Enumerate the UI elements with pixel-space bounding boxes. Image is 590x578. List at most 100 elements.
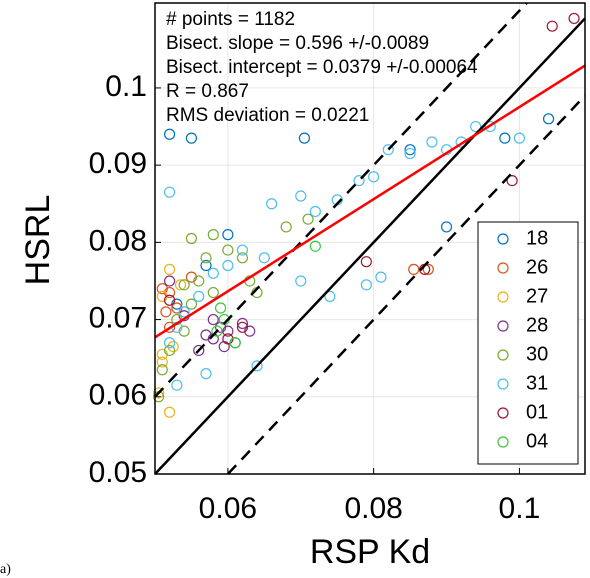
point [422, 263, 434, 275]
point [153, 387, 165, 399]
reference-line [226, 94, 586, 475]
point [156, 356, 168, 368]
point [404, 144, 416, 156]
point [163, 263, 176, 275]
legend-marker [497, 320, 509, 332]
point [546, 20, 558, 32]
x-axis-label: RSP Kd [310, 533, 430, 571]
point [207, 286, 219, 299]
legend-marker [497, 291, 509, 303]
point [302, 213, 314, 225]
point [200, 368, 212, 380]
point [506, 174, 518, 187]
y-tick-label: 0.07 [89, 301, 147, 334]
legend-label: 18 [526, 227, 548, 249]
point [163, 294, 176, 306]
x-tick-label: 0.1 [499, 492, 541, 525]
legend-marker [497, 262, 509, 274]
annotation: RMS deviation = 0.0221 [166, 105, 369, 126]
annotation: Bisect. slope = 0.596 +/-0.0089 [166, 33, 429, 54]
point [222, 244, 234, 256]
point [353, 174, 365, 187]
point [163, 337, 176, 349]
point [236, 244, 249, 256]
point [375, 271, 387, 283]
y-tick-label: 0.05 [89, 456, 147, 489]
point [542, 113, 555, 125]
annotation: R = 0.867 [166, 81, 249, 102]
point [295, 275, 307, 287]
point [404, 147, 416, 160]
point [251, 360, 263, 372]
point [200, 252, 212, 264]
point [568, 12, 580, 25]
point [163, 406, 176, 418]
legend-box [477, 221, 579, 465]
point [360, 256, 372, 268]
x-tick-label: 0.06 [199, 492, 257, 525]
point [193, 275, 205, 287]
y-tick-label: 0.09 [89, 147, 147, 180]
point [163, 186, 176, 198]
x-tick-label: 0.08 [344, 492, 402, 525]
point [360, 279, 372, 291]
annotation: # points = 1182 [166, 9, 295, 30]
reference-line [154, 2, 528, 398]
point [214, 302, 227, 314]
point [470, 120, 482, 133]
point [426, 136, 438, 148]
legend-marker [497, 378, 509, 390]
point [207, 267, 219, 279]
legend-marker [497, 233, 509, 245]
point [309, 205, 321, 218]
legend-marker [497, 436, 509, 448]
legend-label: 27 [526, 285, 548, 307]
point [207, 229, 219, 241]
legend-label: 01 [526, 401, 548, 423]
point [408, 263, 420, 275]
y-tick-label: 0.1 [105, 70, 147, 103]
point [193, 290, 205, 303]
legend-label: 26 [526, 256, 548, 278]
point [222, 325, 234, 337]
legend-marker [497, 407, 509, 419]
point [484, 120, 496, 133]
point [163, 128, 176, 140]
point [298, 132, 311, 144]
point [163, 321, 176, 333]
point [171, 379, 183, 391]
point [440, 221, 453, 233]
legend-label: 28 [526, 314, 548, 336]
legend-label: 31 [526, 372, 548, 394]
point [295, 190, 307, 202]
point [163, 344, 176, 357]
point [229, 337, 241, 349]
legend-label: 30 [526, 343, 548, 365]
point [174, 279, 187, 291]
y-tick-label: 0.08 [89, 224, 147, 257]
point [185, 232, 198, 245]
point [156, 364, 168, 376]
point [499, 132, 511, 144]
reference-line [154, 64, 586, 339]
y-tick-label: 0.06 [89, 379, 147, 412]
point [324, 290, 336, 303]
point [211, 325, 223, 337]
legend-marker [497, 349, 509, 361]
point [236, 252, 249, 264]
axes-box [154, 2, 586, 475]
point [200, 259, 212, 272]
point [178, 279, 190, 291]
y-axis-label: HSRL [19, 195, 57, 286]
point [382, 144, 394, 156]
point [222, 259, 234, 272]
point [163, 275, 176, 287]
reference-line [154, 17, 586, 475]
point [185, 132, 198, 144]
point [160, 306, 172, 318]
annotation: Bisect. intercept = 0.0379 +/-0.00064 [166, 57, 478, 78]
point [207, 313, 219, 326]
point [258, 252, 270, 264]
point [222, 229, 234, 241]
